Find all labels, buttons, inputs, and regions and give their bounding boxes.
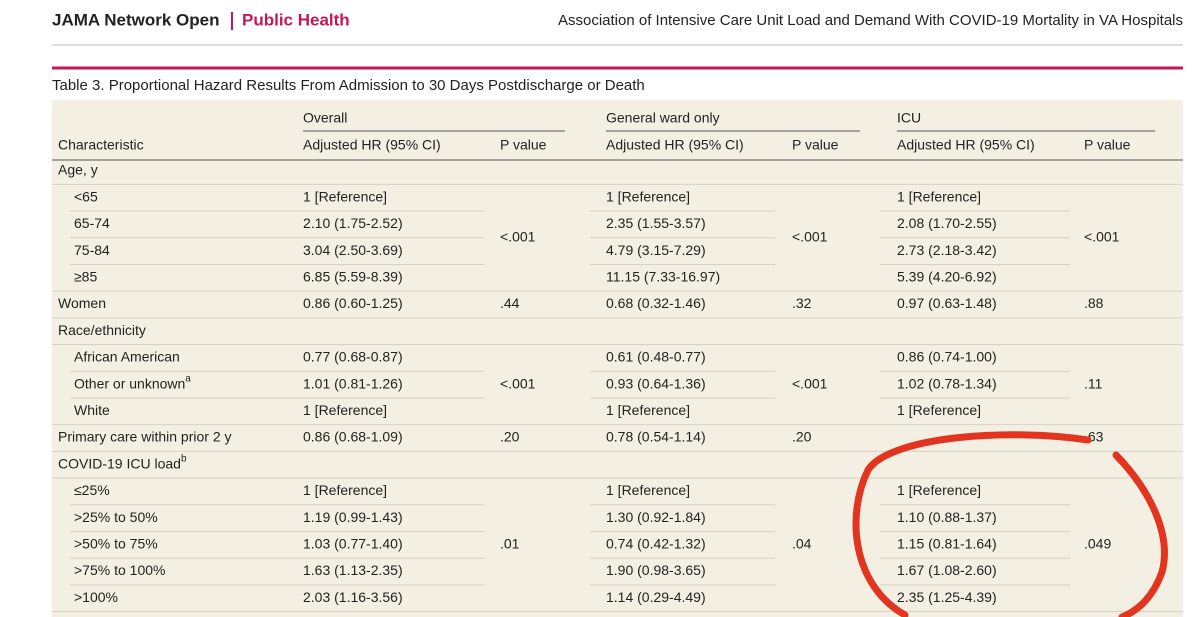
row-label: Age, y [58, 162, 98, 178]
hr-cell: 1.90 (0.98-3.65) [606, 562, 706, 578]
hr-cell: 1.02 (0.78-1.34) [897, 375, 997, 391]
article-title: Association of Intensive Care Unit Load … [558, 12, 1183, 29]
hr-cell: 0.86 (0.60-1.25) [303, 295, 403, 311]
hr-cell: 2.35 (1.25-4.39) [897, 589, 997, 605]
row-label: African American [74, 349, 180, 365]
hr-cell: 3.04 (2.50-3.69) [303, 242, 403, 258]
annotation-arc [1112, 451, 1168, 617]
section-name: Public Health [242, 10, 350, 29]
hr-cell: 1 [Reference] [303, 188, 387, 204]
p-value: .049 [1084, 536, 1111, 552]
column-header: P value [500, 137, 547, 153]
hr-cell: 1 [Reference] [897, 402, 981, 418]
annotation-circle [852, 431, 1092, 617]
p-value: .88 [1084, 295, 1104, 311]
hr-cell: 0.68 (0.32-1.46) [606, 295, 706, 311]
hr-cell: 1 [Reference] [606, 188, 690, 204]
hr-cell: 1 [Reference] [897, 482, 981, 498]
hr-cell: 2.73 (2.18-3.42) [897, 242, 997, 258]
footnote-marker: b [181, 454, 187, 465]
hr-cell: 1 [Reference] [303, 482, 387, 498]
hr-cell: 1.10 (0.88-1.37) [897, 509, 997, 525]
p-value: .20 [792, 429, 812, 445]
column-header: P value [792, 137, 839, 153]
column-header: Adjusted HR (95% CI) [897, 137, 1035, 153]
hr-cell: 0.86 (0.68-1.09) [303, 429, 403, 445]
column-header: Adjusted HR (95% CI) [303, 137, 441, 153]
group-header: ICU [897, 110, 921, 126]
hr-cell: 1.19 (0.99-1.43) [303, 509, 403, 525]
hr-cell: 11.15 (7.33-16.97) [606, 269, 720, 285]
table: Overall General ward only ICU Characteristi… [52, 110, 1183, 613]
hr-cell: 0.97 (0.63-1.48) [897, 295, 997, 311]
hr-cell: 1 [Reference] [606, 402, 690, 418]
p-value: .44 [500, 295, 520, 311]
group-header: General ward only [606, 110, 720, 126]
p-value: .32 [792, 295, 812, 311]
p-value: .20 [500, 429, 520, 445]
hr-cell: 0.61 (0.48-0.77) [606, 349, 706, 365]
hr-cell: 1.03 (0.77-1.40) [303, 536, 403, 552]
footnote-marker: a [185, 374, 191, 385]
row-label: ≥85 [74, 269, 97, 285]
row-label: >75% to 100% [74, 562, 165, 578]
hr-cell: 2.03 (1.16-3.56) [303, 589, 403, 605]
hr-cell: 1.14 (0.29-4.49) [606, 589, 706, 605]
p-value: <.001 [792, 375, 828, 391]
column-header: P value [1084, 137, 1131, 153]
hr-cell: 1 [Reference] [303, 402, 387, 418]
hr-cell: 0.77 (0.68-0.87) [303, 349, 403, 365]
hr-cell: 1 [Reference] [897, 188, 981, 204]
hr-cell: 1.30 (0.92-1.84) [606, 509, 706, 525]
p-value: .11 [1084, 375, 1103, 391]
p-value: <.001 [500, 375, 536, 391]
row-label: ≤25% [74, 482, 110, 498]
hr-cell: 0.86 (0.74-1.00) [897, 349, 997, 365]
row-label: Other or unknowna [74, 374, 191, 392]
hr-cell: 1.01 (0.81-1.26) [303, 375, 403, 391]
p-value: .04 [792, 536, 812, 552]
row-label: Women [58, 295, 106, 311]
p-value: <.001 [792, 228, 828, 244]
hr-cell: 2.35 (1.55-3.57) [606, 215, 706, 231]
hr-cell: 0.93 (0.64-1.36) [606, 375, 706, 391]
hr-cell: 4.79 (3.15-7.29) [606, 242, 706, 258]
row-label: White [74, 402, 110, 418]
hr-cell: 0.78 (0.54-1.14) [606, 429, 706, 445]
row-label: Race/ethnicity [58, 322, 146, 338]
row-label: 75-84 [74, 242, 110, 258]
row-label: >50% to 75% [74, 536, 158, 552]
row-label: 65-74 [74, 215, 110, 231]
row-label: >25% to 50% [74, 509, 158, 525]
p-value: <.001 [1084, 228, 1120, 244]
journal-name: JAMA Network Open [52, 10, 220, 29]
hr-cell: 0.74 (0.42-1.32) [606, 536, 706, 552]
hr-cell: 1.63 (1.13-2.35) [303, 562, 403, 578]
column-header: Characteristic [58, 137, 144, 153]
group-header: Overall [303, 110, 347, 126]
hr-cell: 1.67 (1.08-2.60) [897, 562, 997, 578]
hr-cell: 1.15 (0.81-1.64) [897, 536, 997, 552]
hr-cell: 6.85 (5.59-8.39) [303, 269, 403, 285]
hr-cell: 2.08 (1.70-2.55) [897, 215, 997, 231]
row-label: >100% [74, 589, 118, 605]
row-label: COVID-19 ICU loadb [58, 454, 187, 472]
hr-cell: 1 [Reference] [606, 482, 690, 498]
row-label: <65 [74, 188, 98, 204]
table-background [52, 100, 1183, 617]
p-value: <.001 [500, 228, 536, 244]
hr-cell: 5.39 (4.20-6.92) [897, 269, 997, 285]
column-header: Adjusted HR (95% CI) [606, 137, 744, 153]
p-value: .01 [500, 536, 520, 552]
table-caption: Table 3. Proportional Hazard Results Fro… [52, 77, 645, 94]
row-label: Primary care within prior 2 y [58, 429, 232, 445]
hr-cell: 2.10 (1.75-2.52) [303, 215, 403, 231]
